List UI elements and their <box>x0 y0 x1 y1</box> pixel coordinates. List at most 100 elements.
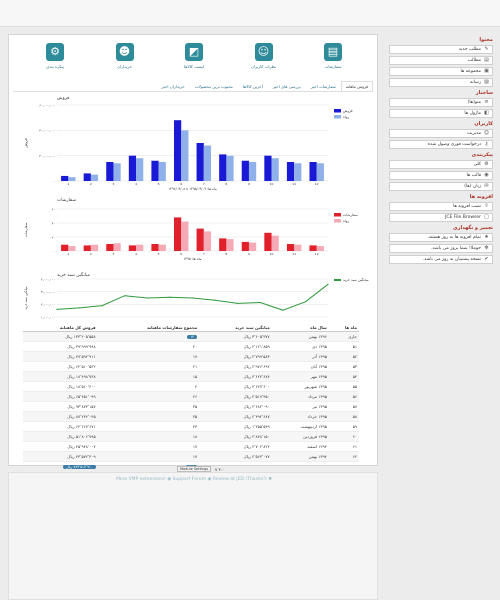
stats-tab[interactable]: آخرین کالاها <box>242 84 263 89</box>
users-icon: ☺ <box>483 130 489 136</box>
bar <box>61 244 69 251</box>
x-tick-label: 7 <box>203 182 205 186</box>
key-icon: ⚷ <box>484 141 489 147</box>
table-cell: ۱۳۹۵ شهریور <box>271 381 329 392</box>
table-cell: ۶۰ <box>328 431 359 442</box>
top-bar <box>0 0 500 27</box>
table-cell: ۴ <box>97 381 200 392</box>
sidebar-item-label: نسخه پشتیبان به روز می باشد. <box>422 257 481 262</box>
quick-icon-button[interactable]: ☺ نظرات کاربران <box>238 43 290 73</box>
bar <box>181 130 189 181</box>
table-cell: ۶۲٬۵۱۰٬۵۳۲ ریال <box>23 361 98 372</box>
products-icon: ◩ <box>185 43 203 61</box>
table-row: ۵۳ ۱۳۹۵ آبان ۲٬۹۷۶٬۶۹۲ ریال ۲۱ ۶۲٬۵۱۰٬۵۳۲ ری… <box>23 361 359 372</box>
sales-chart: فروش ۶۰,۰۰۰,۰۰۰ ۴۰,۰۰۰,۰۰۰ ۲۰,۰۰۰,۰۰۰ ۰ 1 2 3 4 5… <box>23 93 375 193</box>
sidebar-item[interactable]: ✉ زبان (ها) <box>389 182 493 191</box>
x-tick-label: 9 <box>248 252 250 256</box>
table-cell: ۱۳۹۶ بهمن <box>271 331 329 342</box>
table-cell: ۹۳٬۸۷۳٬۱۵۷ ریال <box>23 401 98 412</box>
bar <box>90 244 99 251</box>
bar <box>271 158 279 181</box>
bar <box>136 158 144 181</box>
legend-swatch <box>334 115 341 119</box>
bar <box>219 154 227 181</box>
table-cell: ۱۷ <box>97 441 200 452</box>
quick-icon-button[interactable]: ▤ سفارشات <box>307 43 359 73</box>
table-header: میانگین سبد خرید <box>199 324 272 332</box>
bar <box>61 175 69 181</box>
stats-tab[interactable]: خریداران اخیر <box>161 84 185 89</box>
sidebar-item[interactable]: ★ تمام افزونه ها به روز هستند. <box>389 233 493 242</box>
legend-label: رواه <box>343 115 349 119</box>
image-icon: ▨ <box>484 79 489 85</box>
sidebar-item[interactable]: ▢ JCE File Browser <box>389 213 493 222</box>
stats-tab[interactable]: سفارشات اخیر <box>310 84 336 89</box>
sidebar-item[interactable]: ▤ مطالب <box>389 56 493 65</box>
table-cell: ۱۸٬۴۹۸٬۷۳۸ ریال <box>23 371 98 382</box>
stats-tab[interactable]: بررسی های اخیر <box>272 84 301 89</box>
sidebar-item[interactable]: ✎ مطلب جدید <box>389 45 493 54</box>
stats-tab[interactable]: فروش ماهانه <box>340 81 373 91</box>
table-cell: ۲٬۹۷۶٬۶۹۲ ریال <box>199 361 272 372</box>
table-cell: ۳۵ <box>97 401 200 412</box>
sidebar-item[interactable]: ✔ نسخه پشتیبان به روز می باشد. <box>389 255 493 264</box>
quick-icon-button[interactable]: ⚙ پیکره بندی <box>29 43 81 73</box>
sidebar-item[interactable]: ⚙ کلی <box>389 160 493 169</box>
bar <box>241 241 249 251</box>
avg-basket-chart: میانگین سبد خرید ۴,۰۰۰,۰۰۰ ۳,۰۰۰,۰۰۰ ۲,۰۰۰,… <box>23 271 375 321</box>
table-cell: ۱۳۹۵ اردیبهشت <box>271 421 329 432</box>
bar <box>226 155 234 181</box>
sidebar-item[interactable]: ⚷ درخواست فوری وصول شده <box>389 140 493 149</box>
stats-tab[interactable]: محبوب ترین محصولات <box>194 84 233 89</box>
sidebar-item-label: ماژول ها <box>464 111 481 116</box>
table-cell: ۲٬۵۶۳٬۰۷۷ ریال <box>199 451 272 462</box>
table-cell: ۱۸٬۵۱۰٬۴۰۰ ریال <box>23 381 98 392</box>
data-point <box>214 299 216 301</box>
module-settings-button[interactable]: Module Settings <box>177 466 212 472</box>
totals-cell <box>328 461 359 472</box>
table-cell: ۶۵٬۴۵۱٬۰۹۹ ریال <box>23 391 98 402</box>
table-cell: ۱۸ <box>97 431 200 442</box>
x-tick-label: 7 <box>203 252 205 256</box>
series-line <box>56 283 329 311</box>
pencil-icon: ✎ <box>484 46 489 52</box>
y-axis-label: سفارشات <box>24 223 28 238</box>
sidebar-item[interactable]: ⇪ نصب افزونه ها <box>389 202 493 211</box>
dashboard-panel: ▤ سفارشات ☺ نظرات کاربران ◩ لیست کالاها ☻ خریدا… <box>8 34 378 482</box>
table-cell: ۵۱٬۸۰۶٬۷۹۵ ریال <box>23 431 98 442</box>
bar <box>248 162 257 181</box>
table-cell: ۲۰ <box>97 341 200 352</box>
bar <box>248 242 257 251</box>
bar <box>106 162 114 181</box>
table-cell: ۱۳۹۵ خرداد <box>271 411 329 422</box>
chart-title: سفارشات <box>57 198 76 203</box>
table-cell: ۲۱ <box>97 361 200 372</box>
sidebar-item[interactable]: ≡ منو(ها) <box>389 98 493 107</box>
table-row: ۵۶ ۱۳۹۵ مرداد ۲٬۵۱۷٬۳۵۰ ریال ۲۶ ۶۵٬۴۵۱٬۰۹۹ ر… <box>23 391 359 402</box>
sidebar-item[interactable]: ✻ جوملا! شما بروز می باشد. <box>389 244 493 253</box>
sidebar-item[interactable]: ▨ رسانه <box>389 78 493 87</box>
x-tick-label: 1 <box>67 252 69 256</box>
sidebar-item[interactable]: ▣ مجموعه ها <box>389 67 493 76</box>
quick-icon-button[interactable]: ☻ خریداران <box>99 43 151 73</box>
sidebar-item[interactable]: ☺ مدیریت <box>389 129 493 138</box>
table-cell: ۶۲ <box>328 451 359 462</box>
table-header: فروش کل ماهیانه <box>23 324 98 332</box>
admin-sidebar: محتوا ✎ مطلب جدید ▤ مطالب ▣ مجموعه ها ▨ رسانه ساخ… <box>389 34 493 266</box>
sidebar-item[interactable]: ◉ قالب ها <box>389 171 493 180</box>
table-cell: ۱۷ <box>97 451 200 462</box>
data-point <box>304 301 307 303</box>
sidebar-item-label: نصب افزونه ها <box>453 204 481 209</box>
table-cell: ۱۷ <box>97 351 200 362</box>
bar <box>316 163 324 181</box>
table-cell: ۱۳۹۴ اسفند <box>271 441 329 452</box>
bar <box>203 231 212 251</box>
table-cell: ۵۹ <box>328 421 359 432</box>
legend-swatch <box>334 279 341 281</box>
x-tick-label: 11 <box>292 182 296 186</box>
table-cell: ۱۳۹۵ آذر <box>271 351 329 362</box>
quick-icon-button[interactable]: ◩ لیست کالاها <box>168 43 220 73</box>
sidebar-item-label: منو(ها) <box>467 100 481 105</box>
sidebar-item[interactable]: ◧ ماژول ها <box>389 109 493 118</box>
